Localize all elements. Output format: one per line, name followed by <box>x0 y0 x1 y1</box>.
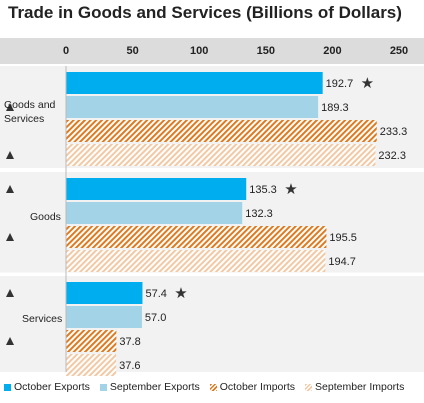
data-label: 194.7 <box>328 256 356 268</box>
star-icon: ★ <box>284 181 297 198</box>
bar <box>66 144 376 166</box>
x-tick-label: 50 <box>126 45 138 57</box>
x-tick-label: 250 <box>390 45 408 57</box>
category-label: Services <box>22 313 62 325</box>
bar <box>66 72 323 94</box>
x-tick-label: 0 <box>63 45 69 57</box>
data-label: 232.3 <box>378 150 406 162</box>
bar <box>66 226 327 248</box>
x-tick-label: 200 <box>323 45 341 57</box>
bar <box>66 354 117 376</box>
data-label: 195.5 <box>329 232 357 244</box>
bar <box>66 202 243 224</box>
category-label: Services <box>4 113 44 125</box>
up-triangle-icon <box>6 289 14 297</box>
chart-title: Trade in Goods and Services (Billions of… <box>8 3 402 22</box>
group-band <box>0 276 424 372</box>
star-icon: ★ <box>361 75 374 92</box>
bar <box>66 330 117 352</box>
bar <box>66 250 326 272</box>
legend-item: October Exports <box>4 381 90 393</box>
axis-header-band <box>0 38 424 64</box>
bar <box>66 120 377 142</box>
data-label: 37.8 <box>119 336 140 348</box>
up-triangle-icon <box>6 185 14 193</box>
legend-swatch <box>209 383 217 391</box>
legend-item: September Imports <box>305 381 404 393</box>
data-label: 233.3 <box>380 126 408 138</box>
x-tick-label: 150 <box>257 45 275 57</box>
legend-item: September Exports <box>99 381 200 393</box>
bar <box>66 306 142 328</box>
bar-chart: 0 50 100 150 200 250 192.7 ★ 189.3 233.3 232.3 135.… <box>0 38 424 376</box>
up-triangle-icon <box>6 233 14 241</box>
legend-label: October Exports <box>14 381 90 393</box>
bar <box>66 178 247 200</box>
bar <box>66 96 319 118</box>
data-label: 192.7 <box>326 78 354 90</box>
data-label: 57.4 <box>145 288 166 300</box>
legend-label: October Imports <box>219 381 296 393</box>
data-label: 189.3 <box>321 102 349 114</box>
up-triangle-icon <box>6 151 14 159</box>
bar <box>66 282 143 304</box>
legend-label: September Exports <box>109 381 200 393</box>
x-tick-label: 100 <box>190 45 208 57</box>
legend-swatch <box>99 383 107 391</box>
data-label: 37.6 <box>119 360 140 372</box>
star-icon: ★ <box>174 285 187 302</box>
data-label: 132.3 <box>245 208 273 220</box>
legend-swatch <box>4 383 11 391</box>
legend-label: September Imports <box>315 381 405 393</box>
legend: October Exports September Exports October … <box>4 381 424 393</box>
category-label: Goods <box>30 211 61 223</box>
data-label: 57.0 <box>145 312 166 324</box>
legend-swatch <box>305 383 313 391</box>
legend-item: October Imports <box>209 381 296 393</box>
data-label: 135.3 <box>249 184 277 196</box>
up-triangle-icon <box>6 103 14 111</box>
up-triangle-icon <box>6 337 14 345</box>
category-label: Goods and <box>4 99 56 111</box>
